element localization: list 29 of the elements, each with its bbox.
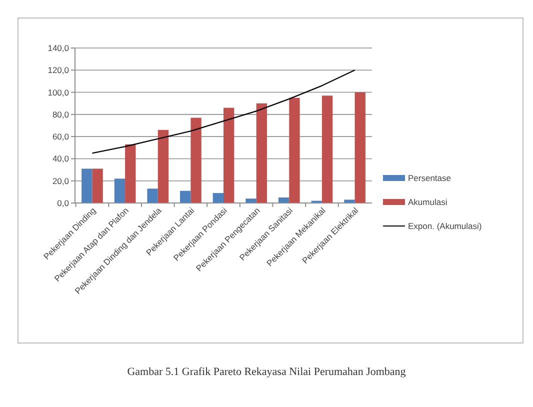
line-series: [92, 70, 356, 154]
y-tick-label: 140,0: [48, 42, 70, 53]
text: Gambar 5.1 Grafik Pareto Rekayasa Nilai Perumahan Jombang: [127, 366, 406, 378]
y-tick-label: 80,0: [52, 109, 70, 120]
legend-label: Expon. (Akumulasi): [408, 220, 482, 231]
bar: [114, 178, 126, 203]
y-tick-label: 40,0: [52, 154, 70, 164]
bar: [224, 108, 234, 203]
bar: [190, 118, 202, 203]
legend-label: Persentase: [408, 172, 452, 183]
bar: [289, 98, 300, 203]
bar: [158, 130, 169, 203]
y-tick-label: 0,0: [57, 198, 70, 208]
y-tick-label: 120,0: [48, 65, 70, 76]
y-tick-label: 20,0: [52, 176, 70, 186]
bar: [246, 198, 256, 203]
bar: [354, 92, 366, 203]
bar: [92, 168, 103, 203]
y-tick-label: 100,0: [48, 87, 70, 98]
bar: [125, 144, 136, 203]
legend-label: Akumulasi: [408, 196, 448, 207]
y-tick-label: 60,0: [52, 132, 70, 142]
bar: [344, 200, 355, 203]
bar: [256, 103, 267, 203]
bar: [82, 168, 92, 203]
bar: [147, 188, 158, 203]
bar: [322, 96, 333, 203]
bar: [180, 190, 191, 203]
bar: [212, 193, 224, 203]
